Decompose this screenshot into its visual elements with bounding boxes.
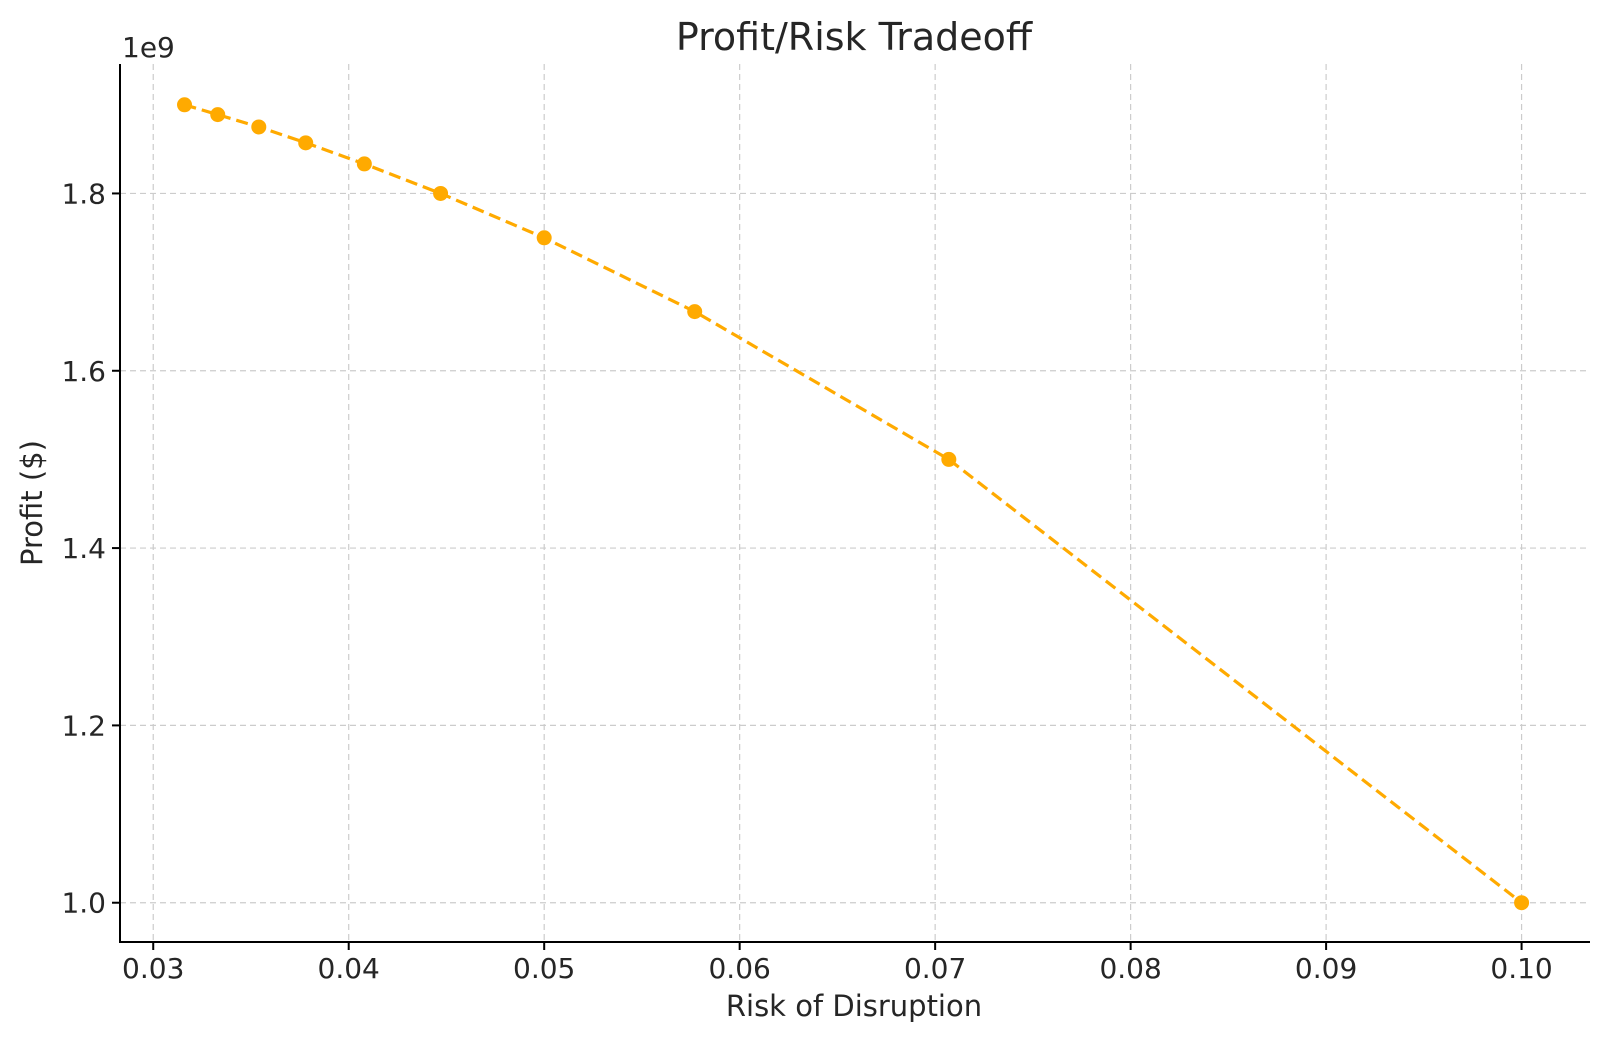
y-tick-label: 1.6 [61, 355, 106, 388]
axis-spines [119, 64, 1590, 943]
y-axis-label: Profit ($) [15, 440, 49, 566]
x-tick-label: 0.10 [1490, 952, 1552, 985]
series-line [184, 103, 1523, 904]
x-tick-label: 0.06 [708, 952, 770, 985]
data-point [1514, 895, 1530, 911]
data-point [687, 304, 703, 320]
axes [119, 64, 1590, 943]
chart-title: Profit/Risk Tradeoff [676, 15, 1033, 59]
data-point [298, 135, 314, 151]
x-tick-label: 0.03 [122, 952, 184, 985]
x-tick-label: 0.04 [318, 952, 380, 985]
x-tick-label: 0.09 [1295, 952, 1357, 985]
x-axis-ticks: 0.03 0.04 0.05 0.06 0.07 0.08 0.09 0.10 [122, 942, 1553, 985]
data-point [941, 451, 957, 467]
data-point [356, 156, 372, 172]
x-tick-label: 0.08 [1099, 952, 1161, 985]
y-tick-label: 1.0 [61, 887, 106, 920]
data-point [433, 185, 449, 201]
x-tick-label: 0.07 [904, 952, 966, 985]
y-tick-label: 1.2 [61, 709, 106, 742]
data-point [210, 107, 226, 123]
y-axis-ticks: 1.0 1.2 1.4 1.6 1.8 [61, 177, 120, 920]
y-axis-offset-text: 1e9 [122, 31, 175, 64]
data-layer [177, 97, 1530, 911]
x-tick-label: 0.05 [513, 952, 575, 985]
data-point [251, 119, 267, 135]
y-tick-label: 1.4 [61, 532, 106, 565]
data-point [536, 230, 552, 246]
x-axis-label: Risk of Disruption [726, 989, 982, 1023]
grid [120, 64, 1590, 942]
y-tick-label: 1.8 [61, 177, 106, 210]
data-point [177, 97, 193, 113]
